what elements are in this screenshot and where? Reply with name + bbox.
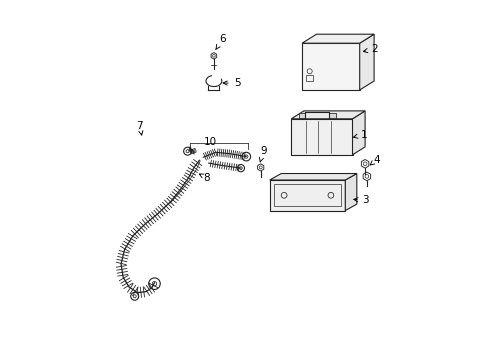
Polygon shape [269,174,356,180]
Polygon shape [302,34,373,43]
Text: 2: 2 [363,44,377,54]
Polygon shape [352,111,365,155]
Polygon shape [302,43,359,90]
Text: 5: 5 [223,78,240,89]
Bar [328,113,335,118]
Bar [306,75,312,81]
Text: 6: 6 [215,35,225,50]
Text: 7: 7 [136,121,143,135]
Text: 8: 8 [199,173,209,183]
Text: 10: 10 [203,137,216,147]
Polygon shape [269,180,345,211]
Text: 4: 4 [369,155,379,165]
Polygon shape [345,174,356,211]
Text: 3: 3 [353,195,368,206]
Polygon shape [291,111,365,119]
Polygon shape [359,34,373,90]
Polygon shape [291,119,352,155]
Bar [298,113,305,118]
Text: 1: 1 [353,130,366,140]
Text: 9: 9 [259,146,266,162]
